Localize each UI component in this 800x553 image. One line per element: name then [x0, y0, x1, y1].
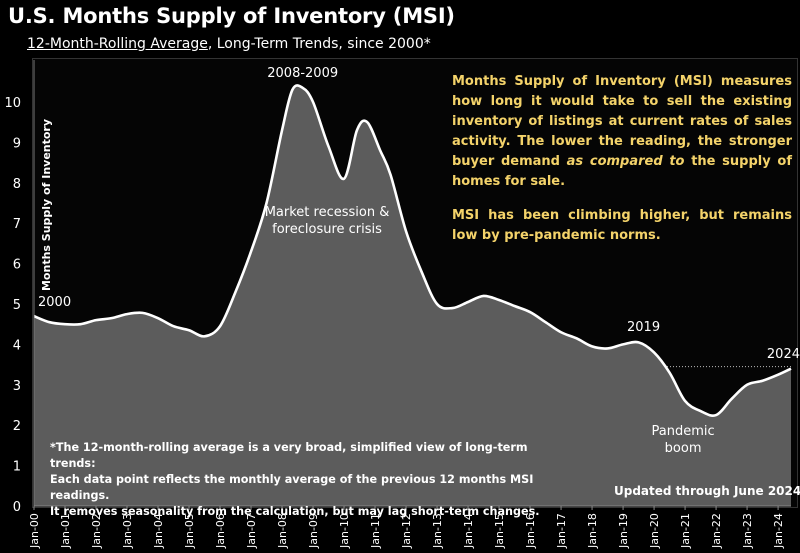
x-tick-label: Jan-12	[400, 513, 413, 549]
y-tick-label: 2	[13, 419, 21, 434]
x-tick-label: Jan-04	[152, 513, 165, 549]
y-tick-label: 9	[13, 136, 21, 151]
x-tick-label: Jan-03	[121, 513, 134, 549]
chart-annotation: 2019	[627, 320, 660, 335]
x-tick-label: Jan-16	[524, 513, 537, 549]
chart-annotation: 2024	[767, 347, 800, 362]
footnote-line-1: *The 12-month-rolling average is a very …	[50, 441, 528, 470]
chart-annotation: boom	[665, 441, 702, 456]
x-tick-label: Jan-09	[307, 513, 320, 549]
footnote-line-2: Each data point reflects the monthly ave…	[50, 473, 534, 502]
x-tick-label: Jan-00	[28, 513, 41, 549]
x-tick-label: Jan-14	[462, 513, 475, 549]
chart-annotation: Market recession &	[265, 205, 390, 220]
x-tick-label: Jan-01	[59, 513, 72, 549]
msi-series-line	[33, 84, 792, 417]
x-tick-label: Jan-02	[90, 513, 103, 549]
note-text-a: Months Supply of Inventory (MSI) measure…	[452, 74, 792, 169]
x-tick-label: Jan-11	[369, 513, 382, 549]
x-tick-label: Jan-05	[183, 513, 196, 549]
x-tick-label: Jan-08	[276, 513, 289, 549]
x-tick-label: Jan-24	[772, 513, 785, 549]
x-tick-label: Jan-15	[493, 513, 506, 549]
subtitle-underlined: 12-Month-Rolling Average	[27, 36, 208, 52]
y-tick-label: 1	[13, 460, 21, 475]
chart-annotation: Pandemic	[652, 424, 715, 439]
x-tick-label: Jan-10	[338, 513, 351, 549]
x-tick-label: Jan-23	[741, 513, 754, 549]
updated-through-label: Updated through June 2024	[614, 484, 800, 498]
y-tick-label: 4	[13, 338, 21, 353]
note-paragraph-2: MSI has been climbing higher, but remain…	[452, 208, 792, 243]
chart-annotation: foreclosure crisis	[272, 222, 382, 237]
y-tick-label: 3	[13, 379, 21, 394]
subtitle-rest: , Long-Term Trends, since 2000*	[207, 36, 431, 52]
y-axis-label: Months Supply of Inventory	[40, 119, 53, 291]
note-text-italic: as compared to	[566, 154, 685, 169]
page-title: U.S. Months Supply of Inventory (MSI)	[8, 4, 455, 28]
y-tick-label: 8	[13, 177, 21, 192]
y-tick-label: 0	[13, 500, 21, 515]
x-tick-label: Jan-07	[245, 513, 258, 549]
y-tick-label: 7	[13, 217, 21, 232]
x-tick-label: Jan-06	[214, 513, 227, 549]
methodology-footnote: *The 12-month-rolling average is a very …	[50, 440, 570, 520]
y-tick-label: 6	[13, 258, 21, 273]
x-tick-label: Jan-21	[679, 513, 692, 549]
footnote-line-3: It removes seasonality from the calculat…	[50, 505, 540, 518]
x-tick-label: Jan-17	[555, 513, 568, 549]
note-text-b: the supply of homes for sale.	[452, 154, 792, 189]
x-tick-label: Jan-13	[431, 513, 444, 549]
page-subtitle: 12-Month-Rolling Average, Long-Term Tren…	[27, 36, 431, 52]
chart-annotation: 2000	[38, 295, 71, 310]
x-tick-label: Jan-20	[648, 513, 661, 549]
x-tick-label: Jan-18	[586, 513, 599, 549]
x-tick-label: Jan-22	[710, 513, 723, 549]
note-paragraph-1: Months Supply of Inventory (MSI) measure…	[452, 72, 792, 192]
chart-annotation: 2008-2009	[267, 66, 338, 81]
y-tick-label: 10	[4, 96, 21, 111]
y-tick-label: 5	[13, 298, 21, 313]
msi-area-fill	[34, 85, 791, 506]
x-tick-label: Jan-19	[617, 513, 630, 549]
msi-explanation-note: Months Supply of Inventory (MSI) measure…	[452, 72, 792, 260]
